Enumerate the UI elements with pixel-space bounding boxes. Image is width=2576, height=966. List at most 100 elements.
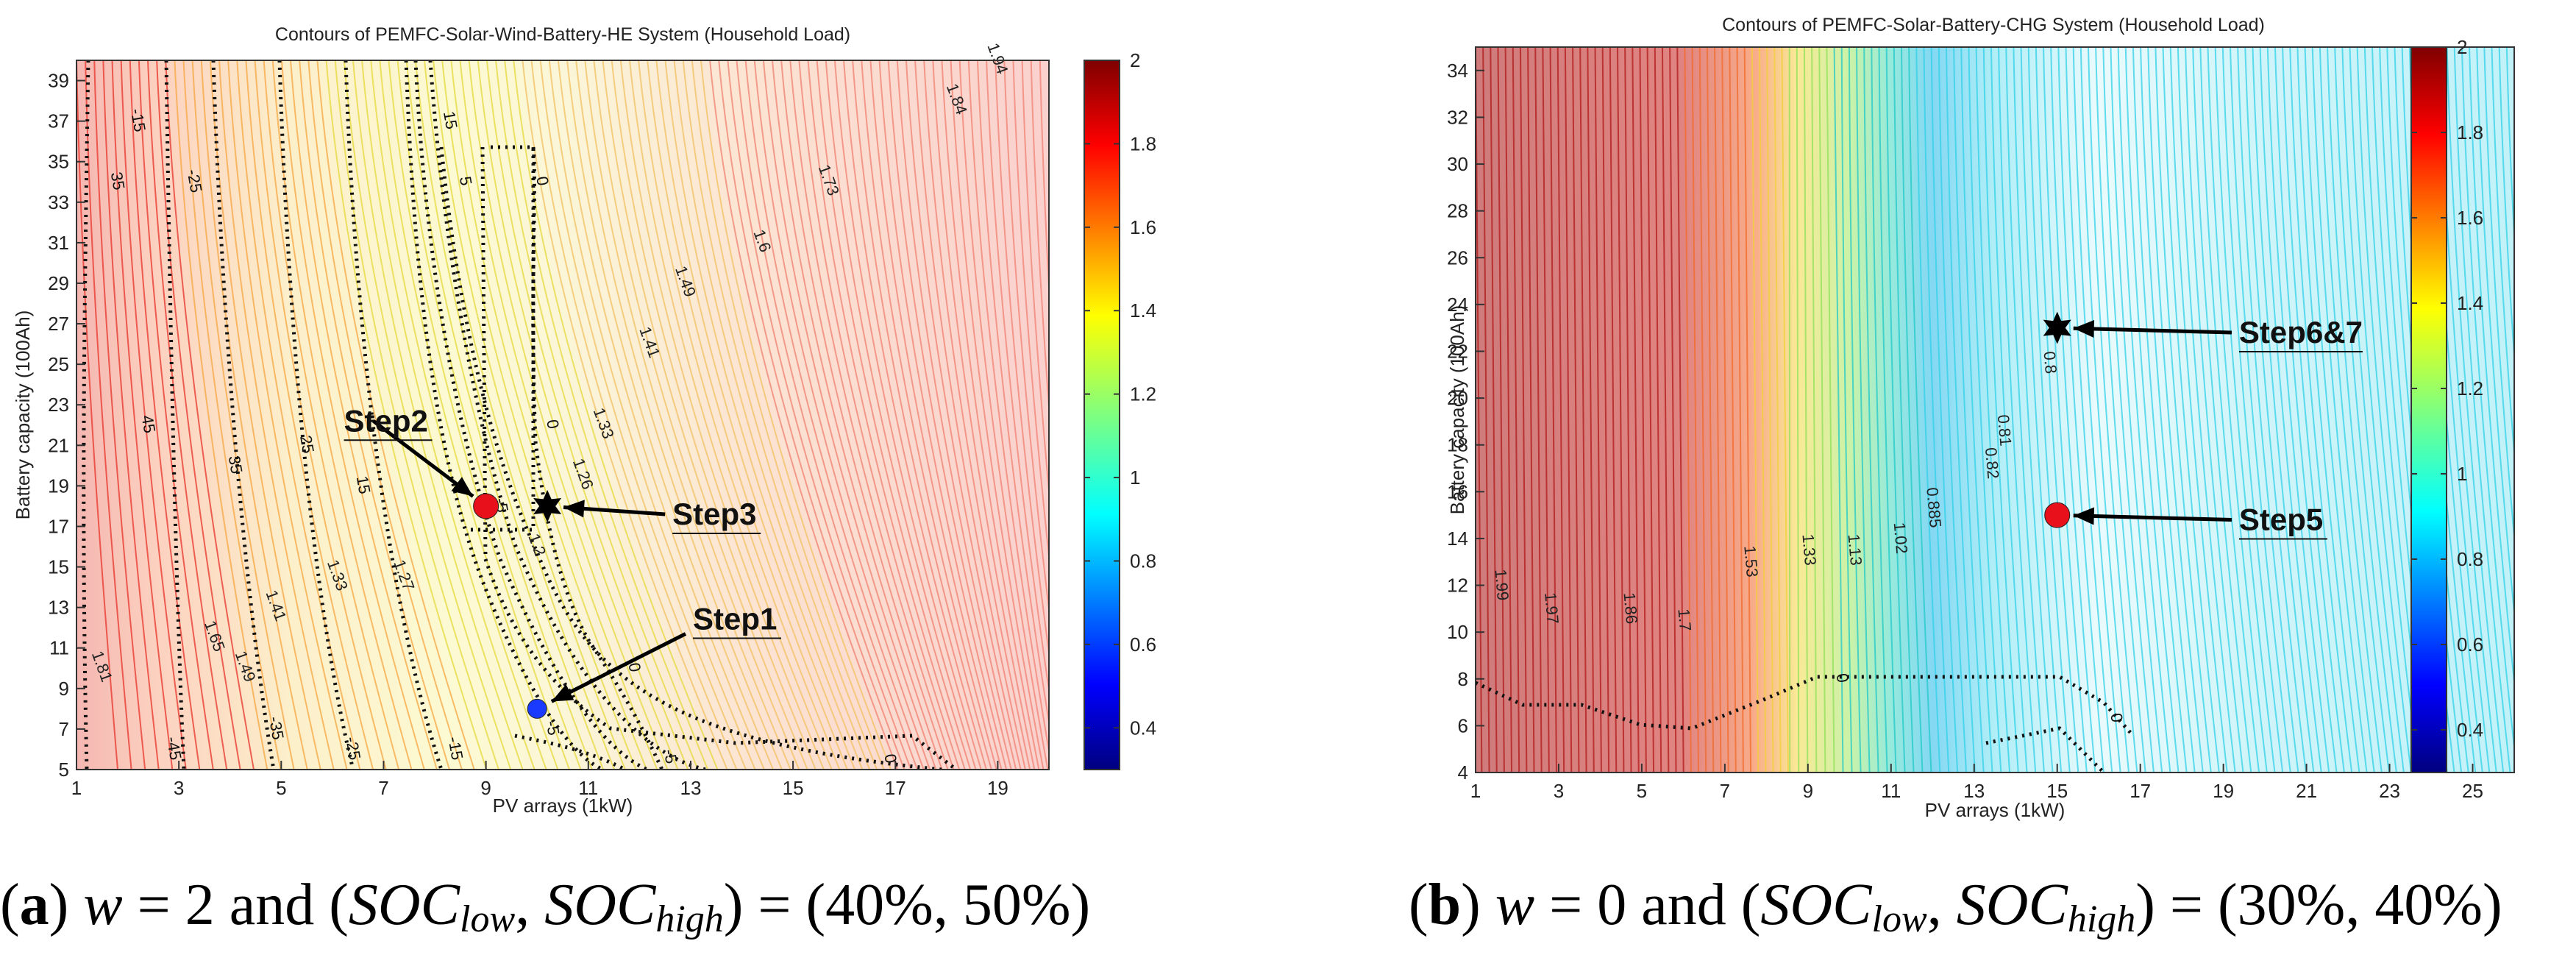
contour-line: [941, 60, 1040, 770]
annotation-arrow-line: [2073, 326, 2232, 335]
dotted-contour: [471, 145, 536, 532]
contour-line: [263, 60, 400, 770]
contour-line: [245, 60, 374, 770]
caption-w: w: [83, 873, 123, 937]
marker-step1: [527, 698, 547, 719]
x-tick-label: 17: [885, 777, 906, 799]
contour-line: [174, 60, 268, 770]
y-tick-label: 10: [1447, 621, 1468, 643]
contour-line: [2244, 47, 2307, 773]
contour-line: [2087, 47, 2138, 773]
y-tick-label: 18: [1447, 434, 1468, 456]
x-tick-label: 1: [71, 777, 82, 799]
dotted-contour-label: 0: [2107, 711, 2127, 723]
chart-panel-b: Contours of PEMFC-Solar-Battery-CHG Syst…: [1446, 15, 2515, 821]
contour-line: [2289, 47, 2353, 773]
dotted-contour: [1476, 675, 2135, 737]
contour-line: [691, 60, 885, 770]
contour-line: [414, 60, 604, 770]
contour-line: [772, 60, 943, 770]
y-tick-label: 4: [1458, 761, 1468, 784]
contour-line: [638, 60, 841, 770]
contour-line: [727, 60, 912, 770]
contour-line: [156, 60, 241, 770]
annotation-arrow-head: [2073, 507, 2095, 525]
contour-line: [2027, 47, 2071, 773]
contour-line: [539, 60, 747, 770]
contour-line: [85, 60, 132, 770]
contour-line: [2117, 47, 2171, 773]
colorbar-tick-label: 0.4: [1130, 717, 1156, 739]
contour-line: [2237, 47, 2299, 773]
contour-line: [673, 60, 871, 770]
dotted-contour: [439, 146, 942, 770]
colorbar-tick-label: 0.8: [1130, 550, 1156, 572]
contour-line: [2124, 47, 2180, 773]
contour-line: [647, 60, 848, 770]
colorbar: 0.4 0.6 0.8 1 1.2 1.4 1.6 1.8 2: [2410, 36, 2483, 773]
y-tick-label: 32: [1447, 106, 1468, 128]
contour-line: [468, 60, 669, 770]
contour-line: [709, 60, 899, 770]
contour-line: [2013, 47, 2054, 773]
contour-line: [2140, 47, 2196, 773]
dotted-contour: [531, 146, 664, 770]
contour-label: 1.7: [1674, 608, 1695, 632]
contour-line: [227, 60, 348, 770]
contour-line: [2498, 47, 2514, 366]
colorbar-tick-label: 1.2: [2457, 377, 2483, 399]
contour-line: [1968, 47, 2002, 773]
dotted-contour-label: 0: [1832, 672, 1852, 683]
contour-label: 1.99: [1491, 568, 1512, 601]
contour-line: [655, 60, 856, 770]
y-tick-label: 13: [48, 597, 69, 619]
y-tick-label: 17: [48, 515, 69, 537]
contour-lines: [77, 60, 1049, 770]
caption-letter: a: [19, 873, 49, 937]
caption-a: (a) w = 2 and (SOClow, SOChigh) = (40%, …: [0, 873, 1091, 940]
contour-line: [485, 60, 689, 770]
contour-line: [2341, 47, 2405, 773]
contour-line: [495, 60, 699, 770]
contour-line: [700, 60, 892, 770]
contour-line: [530, 60, 738, 770]
dotted-contour-label: -25: [183, 168, 205, 194]
contour-line: [753, 60, 931, 770]
contour-line: [424, 60, 615, 770]
marker-step5: [2044, 502, 2071, 528]
contour-line: [628, 60, 833, 770]
contour-line: [182, 60, 282, 770]
contour-line: [2110, 47, 2163, 773]
contour-line: [816, 60, 972, 770]
contour-line: [905, 60, 1022, 770]
contour-line: [995, 60, 1049, 658]
contour-line: [807, 60, 966, 770]
dotted-contour-label: 45: [138, 413, 159, 434]
contour-line: [602, 60, 808, 770]
contour-line: [2252, 47, 2315, 773]
contour-line: [325, 60, 488, 770]
contour-line: [1871, 47, 1888, 773]
contour-line: [2072, 47, 2121, 773]
contour-line: [2043, 47, 2088, 773]
contour-line: [209, 60, 321, 770]
colorbar-tick-label: 0.4: [2457, 719, 2483, 741]
contour-line: [2177, 47, 2236, 773]
markers: Step5 Step6&7: [2043, 311, 2363, 540]
caption-sub-high: high: [2067, 898, 2136, 940]
colorbar-gradient: [2410, 46, 2447, 773]
contour-label: 1.53: [1740, 545, 1762, 578]
y-axis-label: Battery capacity (100Ah): [12, 310, 34, 520]
y-tick-label: 9: [59, 678, 69, 700]
x-tick-label: 23: [2379, 780, 2400, 802]
x-tick-label: 15: [2046, 780, 2068, 802]
contour-line: [736, 60, 918, 770]
x-tick-label: 13: [680, 777, 701, 799]
contour-line: [111, 60, 174, 770]
annotation-label: Step6&7: [2239, 315, 2363, 349]
contour-line: [2453, 47, 2511, 773]
contour-line: [361, 60, 536, 770]
y-axis-label: Battery capacity (100Ah): [1446, 305, 1468, 515]
contour-line: [896, 60, 1017, 770]
contour-line: [1930, 47, 1959, 773]
